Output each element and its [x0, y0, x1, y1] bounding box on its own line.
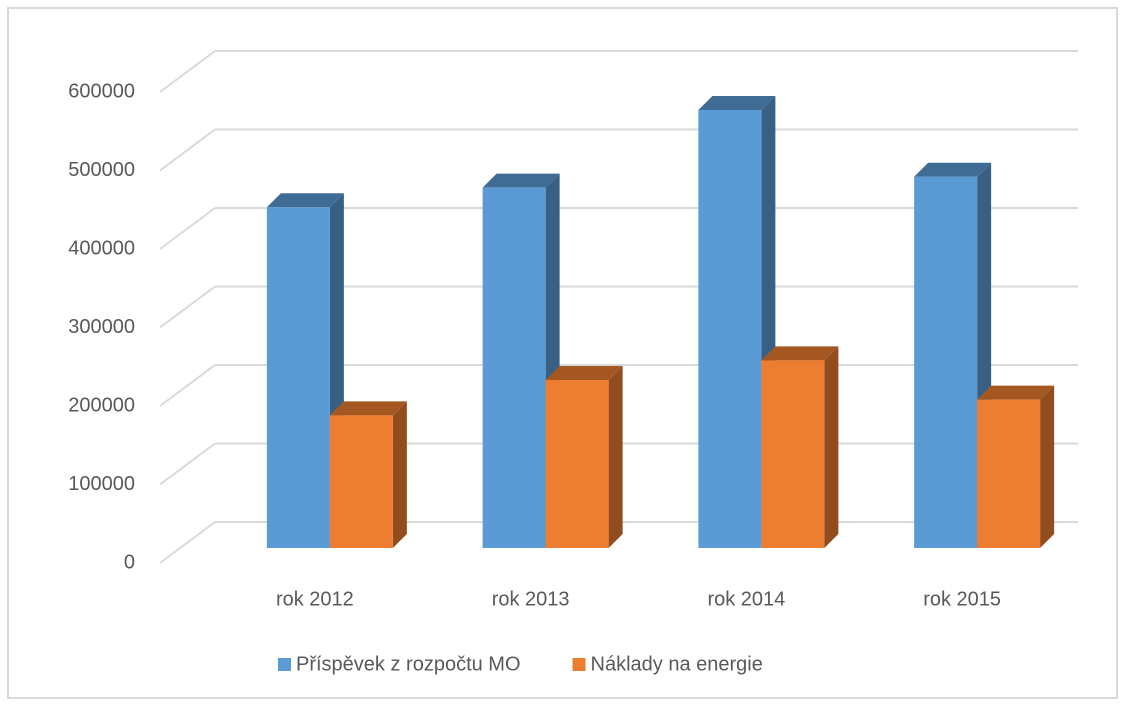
bar-side	[392, 401, 407, 548]
grid-line-side	[159, 285, 216, 329]
bar-face	[329, 415, 393, 548]
bar-face	[545, 380, 609, 548]
bar-face	[977, 399, 1041, 548]
bar	[482, 173, 560, 548]
bar-face	[482, 187, 546, 548]
x-tick-label: rok 2015	[923, 588, 1001, 610]
y-tick-label: 100000	[68, 473, 135, 495]
grid-line-side	[159, 364, 216, 407]
bar	[698, 95, 776, 548]
bar-face	[914, 176, 978, 548]
y-tick-label: 400000	[68, 237, 135, 259]
x-tick-label: rok 2013	[492, 588, 570, 610]
bar	[977, 385, 1055, 548]
x-tick-label: rok 2012	[276, 588, 354, 610]
y-tick-label: 200000	[68, 394, 135, 416]
bar-face	[266, 207, 330, 548]
bar-top	[761, 346, 839, 361]
bar-side	[1040, 385, 1055, 548]
grid-line-side	[159, 521, 216, 564]
bar-top	[482, 173, 560, 188]
bar	[329, 401, 407, 548]
x-tick-label: rok 2014	[707, 588, 785, 610]
bar	[914, 162, 992, 548]
bar-face	[761, 360, 825, 548]
bar-side	[608, 366, 623, 548]
grid-line-side	[159, 50, 216, 93]
y-tick-label: 500000	[68, 159, 135, 181]
y-tick-label: 0	[124, 551, 135, 573]
legend-swatch	[278, 658, 291, 671]
bar-top	[329, 401, 407, 416]
bar-top	[914, 162, 992, 177]
y-tick-label: 600000	[68, 80, 135, 102]
y-tick-label: 300000	[68, 316, 135, 338]
bar	[545, 366, 623, 548]
grid-line-side	[159, 128, 216, 172]
bar-top	[545, 366, 623, 381]
bar-face	[698, 109, 762, 548]
grid-line-side	[159, 442, 216, 486]
bar	[266, 193, 344, 548]
bar-top	[977, 385, 1055, 400]
legend-label: Příspěvek z rozpočtu MO	[296, 653, 521, 675]
legend-swatch	[572, 658, 586, 671]
legend-label: Náklady na energie	[591, 653, 763, 675]
bar-side	[824, 346, 839, 548]
bar-top	[698, 95, 776, 110]
grid-line-side	[159, 207, 216, 250]
bar-top	[266, 193, 344, 208]
bar	[761, 346, 839, 548]
